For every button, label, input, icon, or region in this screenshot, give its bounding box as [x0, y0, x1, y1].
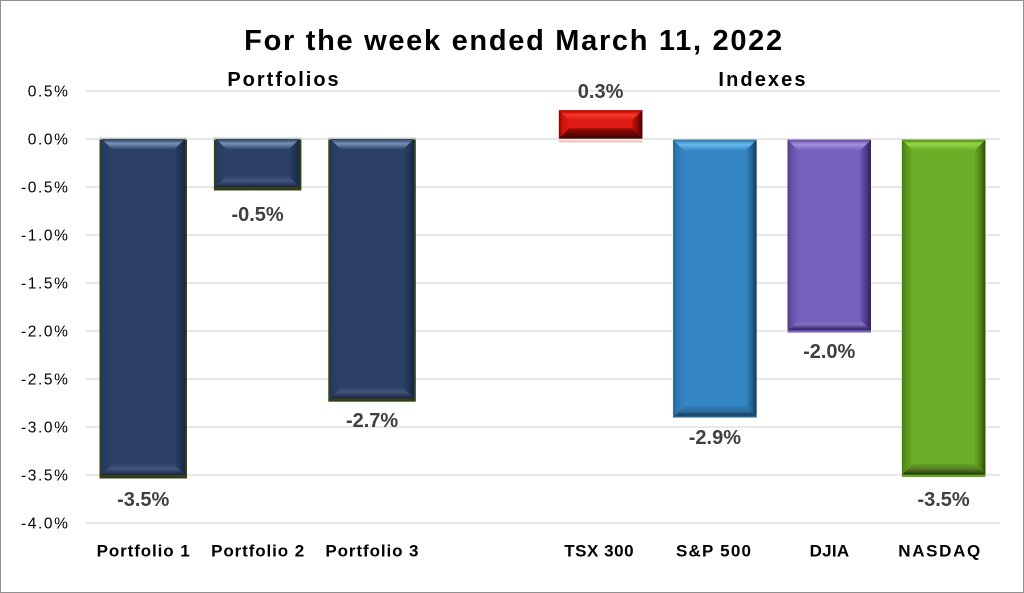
svg-text:0.0%: 0.0%: [28, 132, 70, 149]
svg-text:-3.0%: -3.0%: [21, 420, 70, 437]
svg-text:-4.0%: -4.0%: [21, 516, 70, 533]
svg-text:-2.0%: -2.0%: [21, 324, 70, 341]
svg-text:-0.5%: -0.5%: [231, 204, 283, 226]
svg-text:-3.5%: -3.5%: [917, 489, 969, 511]
svg-text:-3.5%: -3.5%: [21, 468, 70, 485]
svg-text:Portfolio 1: Portfolio 1: [97, 542, 191, 561]
svg-text:NASDAQ: NASDAQ: [898, 542, 982, 561]
svg-text:-2.0%: -2.0%: [803, 341, 855, 363]
svg-text:-2.9%: -2.9%: [689, 427, 741, 449]
svg-text:0.5%: 0.5%: [28, 84, 70, 101]
svg-text:-3.5%: -3.5%: [117, 489, 169, 511]
svg-text:-1.5%: -1.5%: [21, 276, 70, 293]
svg-text:Portfolio 2: Portfolio 2: [211, 542, 305, 561]
svg-text:S&P 500: S&P 500: [676, 542, 752, 561]
svg-text:-1.0%: -1.0%: [21, 228, 70, 245]
svg-text:DJIA: DJIA: [810, 542, 850, 561]
svg-text:-0.5%: -0.5%: [21, 180, 70, 197]
svg-text:Portfolio 3: Portfolio 3: [325, 542, 419, 561]
svg-text:Indexes: Indexes: [718, 69, 807, 91]
svg-text:TSX 300: TSX 300: [564, 542, 634, 561]
svg-text:0.3%: 0.3%: [578, 81, 624, 103]
svg-text:-2.5%: -2.5%: [21, 372, 70, 389]
svg-text:-2.7%: -2.7%: [346, 410, 398, 432]
svg-text:For the week ended March 11, 2: For the week ended March 11, 2022: [244, 25, 784, 57]
svg-text:Portfolios: Portfolios: [227, 69, 340, 91]
